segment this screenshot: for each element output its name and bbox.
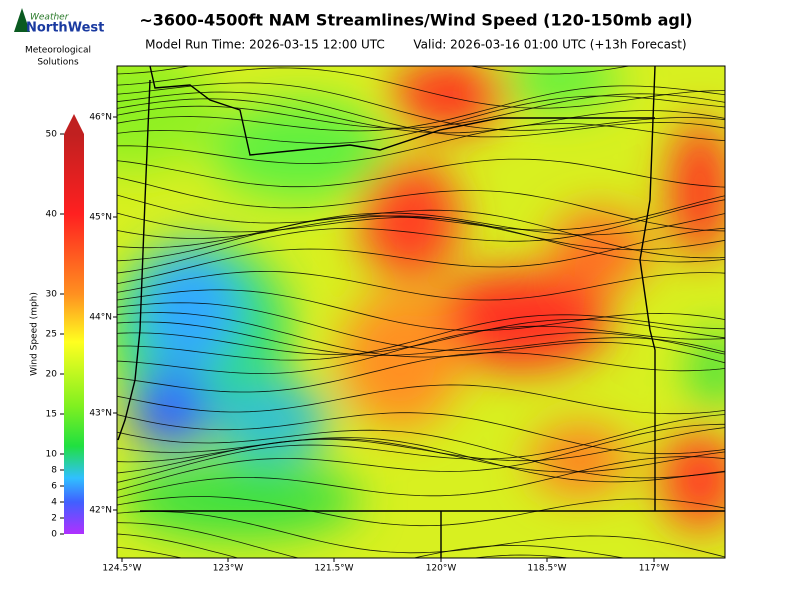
streamline xyxy=(117,314,725,361)
lon-label: 120°W xyxy=(426,564,457,574)
lat-label: 43°N xyxy=(89,409,112,419)
streamline xyxy=(117,176,725,232)
streamline xyxy=(117,325,725,375)
logo-top: Weather xyxy=(30,13,70,23)
streamline xyxy=(117,318,725,355)
streamline xyxy=(117,429,725,479)
streamline xyxy=(117,195,725,262)
colorbar-label: Wind Speed (mph) xyxy=(30,292,40,376)
streamline xyxy=(117,289,725,331)
streamline xyxy=(117,212,725,263)
streamline xyxy=(117,91,725,138)
streamline xyxy=(117,511,725,558)
colorbar-tick-label: 2 xyxy=(51,514,57,524)
colorbar-tick-label: 4 xyxy=(51,498,57,508)
streamline xyxy=(117,438,725,473)
streamline xyxy=(117,384,725,415)
streamline xyxy=(117,93,725,129)
colorbar-tick-label: 10 xyxy=(46,450,58,460)
streamline xyxy=(117,95,725,144)
logo: Weather NorthWest Meteorological Solutio… xyxy=(14,8,104,68)
streamline xyxy=(117,212,725,249)
streamline xyxy=(117,67,725,109)
streamline xyxy=(117,199,725,274)
streamline xyxy=(117,412,725,455)
colorbar-tick-label: 20 xyxy=(46,370,58,380)
lat-label: 45°N xyxy=(89,213,112,223)
streamline xyxy=(117,227,725,284)
streamline xyxy=(117,496,725,527)
streamline xyxy=(117,194,725,259)
streamline xyxy=(117,270,725,301)
streamline xyxy=(117,437,725,483)
map xyxy=(117,66,725,558)
colorbar-tick-label: 50 xyxy=(46,130,58,140)
valid-time: Valid: 2026-03-16 01:00 UTC (+13h Foreca… xyxy=(413,38,686,52)
streamline xyxy=(117,158,725,188)
streamline xyxy=(117,352,725,393)
map-frame xyxy=(116,65,726,559)
colorbar xyxy=(64,134,84,534)
streamline xyxy=(117,456,725,499)
streamline xyxy=(117,533,240,558)
colorbar-ticks: 0 2 4 6 8 10 15 20 25 30 40 50 xyxy=(46,130,64,540)
colorbar-tick-label: 40 xyxy=(46,210,58,220)
colorbar-tick-label: 25 xyxy=(46,330,57,340)
streamlines xyxy=(117,66,725,558)
logo-line: Meteorological xyxy=(25,46,91,56)
wind-field xyxy=(117,66,725,540)
logo-line: Solutions xyxy=(37,58,79,68)
lon-label: 117°W xyxy=(639,564,670,574)
streamline xyxy=(117,123,725,164)
map-axes: 46°N 45°N 44°N 43°N 42°N 124.5°W 123°W 121.5°W 1… xyxy=(89,113,669,574)
state-borders xyxy=(117,66,725,558)
lat-label: 44°N xyxy=(89,313,112,323)
streamline xyxy=(117,82,725,131)
streamline xyxy=(117,215,725,251)
streamline xyxy=(117,522,581,558)
logo-name: NorthWest xyxy=(26,21,104,36)
streamline xyxy=(117,414,725,483)
colorbar-tick-label: 8 xyxy=(51,466,57,476)
streamline xyxy=(117,302,725,353)
lat-label: 42°N xyxy=(89,506,112,516)
lon-label: 123°W xyxy=(213,564,244,574)
colorbar-tick-label: 0 xyxy=(51,530,57,540)
streamline xyxy=(117,321,725,356)
streamline xyxy=(117,423,725,491)
colorbar-tick-label: 6 xyxy=(51,482,57,492)
lon-label: 121.5°W xyxy=(314,564,353,574)
lat-label: 46°N xyxy=(89,113,112,123)
lon-label: 118.5°W xyxy=(527,564,566,574)
streamline xyxy=(412,544,627,558)
title: ~3600-4500ft NAM Streamlines/Wind Speed … xyxy=(139,11,692,30)
streamline xyxy=(117,312,725,364)
streamline xyxy=(117,427,725,474)
colorbar-extend xyxy=(64,114,84,134)
model-run: Model Run Time: 2026-03-15 12:00 UTC xyxy=(145,38,385,52)
lon-label: 124.5°W xyxy=(102,564,141,574)
colorbar-tick-label: 15 xyxy=(46,410,57,420)
colorbar-tick-label: 30 xyxy=(46,290,58,300)
streamline xyxy=(117,98,725,134)
streamline xyxy=(117,85,725,132)
